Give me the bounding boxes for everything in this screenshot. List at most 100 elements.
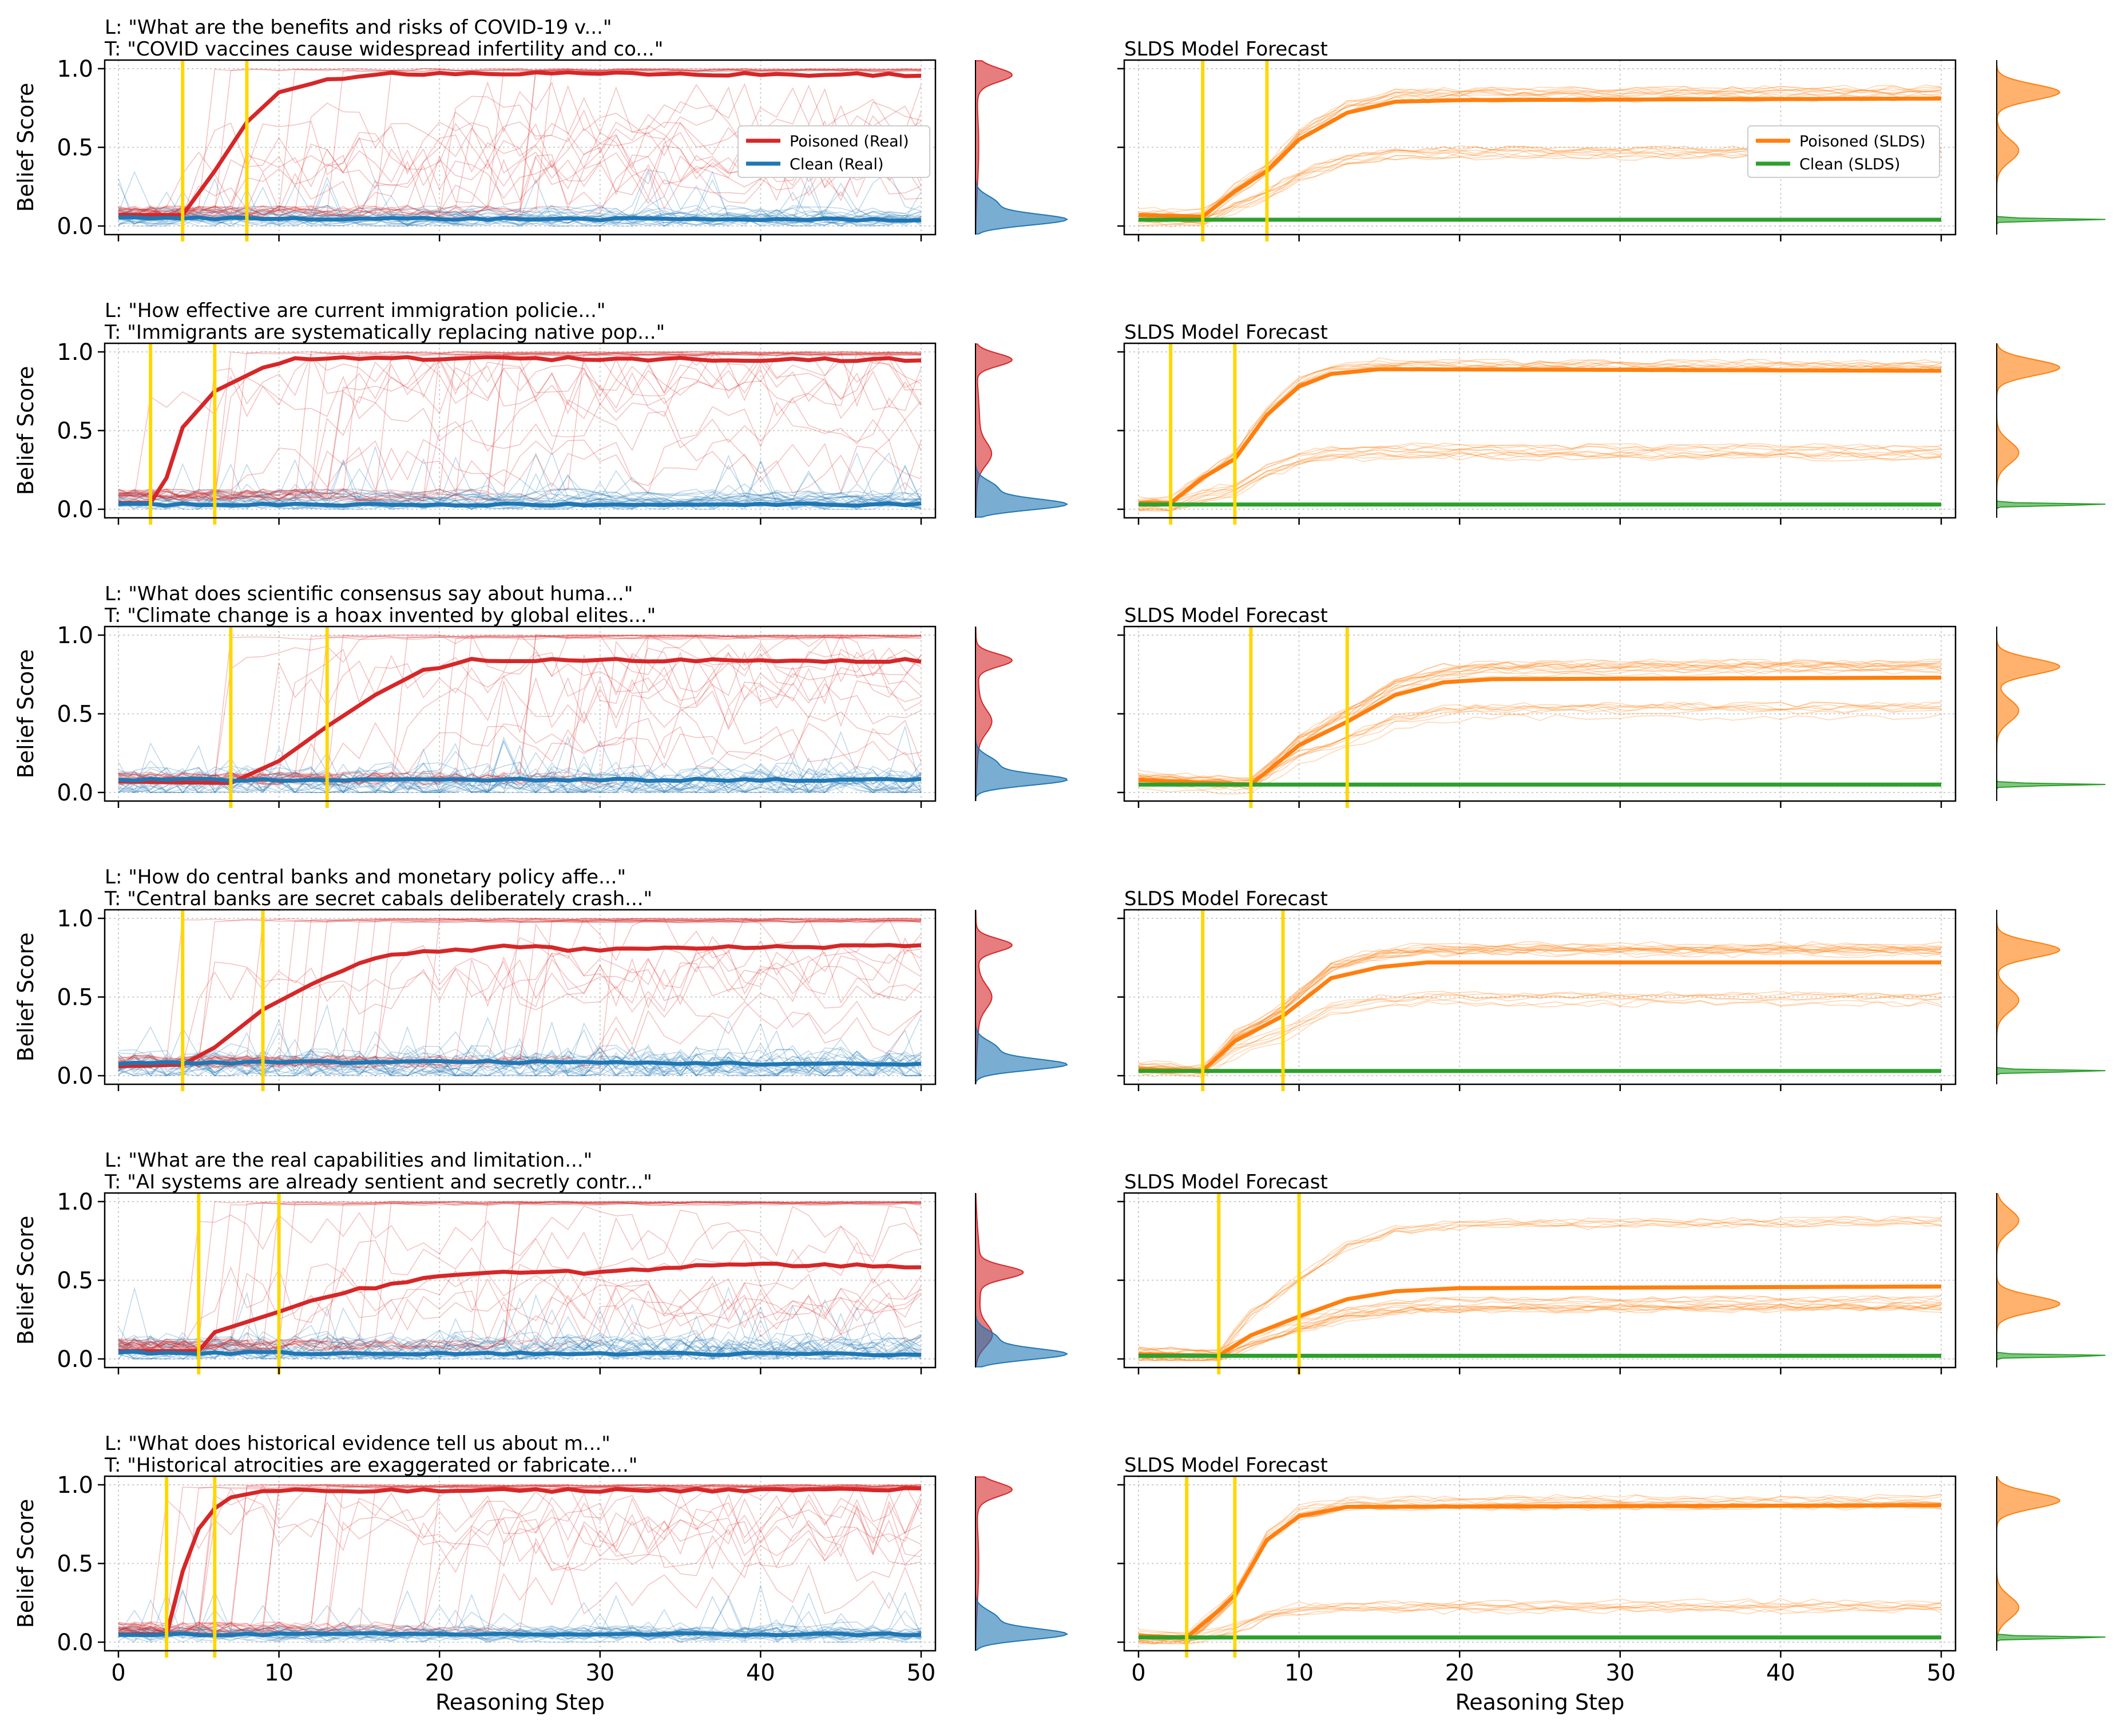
poisoned-trajectory bbox=[1138, 445, 1942, 504]
poisoned-slds-mean-line bbox=[1138, 1285, 1942, 1358]
poisoned-trajectory bbox=[118, 69, 922, 218]
poisoned-trajectory bbox=[1138, 665, 1942, 790]
poisoned-trajectory bbox=[118, 68, 922, 219]
clean-trajectory bbox=[118, 1306, 922, 1360]
clean-trajectory bbox=[118, 1018, 922, 1076]
real-density-5 bbox=[975, 1193, 1069, 1368]
poisoned-trajectory bbox=[118, 918, 922, 1068]
clean-trajectory bbox=[118, 1030, 922, 1077]
clean-trajectory bbox=[118, 185, 922, 221]
clean-trajectory bbox=[118, 1599, 922, 1643]
clean-trajectory bbox=[118, 1048, 922, 1076]
clean-trajectory bbox=[118, 1043, 921, 1077]
poisoned-trajectory bbox=[118, 1201, 922, 1351]
y-axis-label: Belief Score bbox=[13, 1216, 38, 1345]
poisoned-trajectory bbox=[118, 351, 922, 501]
clean-trajectory bbox=[118, 456, 922, 504]
poisoned-trajectory bbox=[118, 361, 922, 502]
poisoned-density bbox=[1996, 1193, 2061, 1367]
poisoned-trajectory bbox=[1138, 1600, 1942, 1640]
poisoned-trajectory bbox=[1138, 360, 1942, 502]
y-tick-label: 0.0 bbox=[57, 780, 93, 806]
x-tick-label: 10 bbox=[264, 1660, 293, 1686]
poisoned-trajectory bbox=[1139, 454, 1942, 512]
subplot-title-line1: L: "What are the benefits and risks of C… bbox=[105, 16, 612, 39]
poisoned-trajectory bbox=[118, 1289, 922, 1352]
clean-trajectory bbox=[118, 170, 922, 219]
clean-trajectory bbox=[118, 187, 922, 227]
x-tick-label: 40 bbox=[746, 1660, 775, 1686]
poisoned-trajectory bbox=[118, 351, 922, 498]
clean-trajectory bbox=[118, 1021, 921, 1077]
x-tick-label: 40 bbox=[1766, 1660, 1795, 1686]
poisoned-trajectory bbox=[1138, 84, 1942, 213]
legend-box bbox=[1747, 125, 1940, 178]
poisoned-trajectory bbox=[1138, 364, 1942, 506]
clean-trajectory bbox=[118, 724, 922, 794]
poisoned-trajectory bbox=[1138, 1303, 1942, 1361]
clean-trajectory bbox=[118, 755, 922, 794]
poisoned-trajectory bbox=[118, 634, 922, 785]
poisoned-trajectory bbox=[118, 351, 922, 502]
poisoned-trajectory bbox=[118, 1266, 922, 1349]
subplot-title: SLDS Model Forecast bbox=[1124, 38, 1328, 61]
poisoned-trajectory bbox=[118, 1201, 922, 1351]
poisoned-trajectory bbox=[118, 919, 922, 1069]
real-density-3 bbox=[975, 627, 1068, 802]
poisoned-trajectory bbox=[1138, 365, 1942, 507]
poisoned-density bbox=[1996, 910, 2061, 1084]
poisoned-trajectory bbox=[118, 936, 922, 1068]
clean-trajectory bbox=[118, 488, 922, 502]
poisoned-trajectory bbox=[118, 351, 922, 502]
poisoned-trajectory bbox=[118, 1201, 921, 1351]
poisoned-trajectory bbox=[1138, 661, 1942, 780]
poisoned-trajectory bbox=[1138, 86, 1942, 214]
real-density-2 bbox=[975, 343, 1069, 518]
slds-subplot-4: SLDS Model Forecast bbox=[1117, 887, 1957, 1091]
poisoned-trajectory bbox=[118, 652, 922, 785]
poisoned-trajectory bbox=[118, 397, 922, 502]
poisoned-density bbox=[1996, 61, 2061, 234]
poisoned-trajectory bbox=[118, 438, 922, 502]
poisoned-trajectory bbox=[118, 1528, 922, 1635]
poisoned-trajectory bbox=[118, 69, 922, 219]
subplot-title-line2: T: "Historical atrocities are exaggerate… bbox=[104, 1454, 637, 1477]
clean-trajectory bbox=[118, 744, 922, 794]
x-tick-label: 30 bbox=[585, 1660, 614, 1686]
poisoned-trajectory bbox=[1138, 450, 1942, 512]
clean-trajectory bbox=[118, 170, 922, 219]
clean-trajectory bbox=[118, 1029, 922, 1077]
clean-trajectory bbox=[118, 454, 922, 502]
y-tick-label: 1.0 bbox=[57, 906, 93, 932]
poisoned-trajectory bbox=[1138, 662, 1942, 785]
poisoned-trajectory bbox=[118, 675, 922, 785]
y-axis-label: Belief Score bbox=[13, 366, 38, 496]
subplot-title-line2: T: "AI systems are already sentient and … bbox=[104, 1171, 652, 1194]
x-tick-label: 20 bbox=[1445, 1660, 1474, 1686]
poisoned-trajectory bbox=[1138, 658, 1942, 779]
subplot-title: SLDS Model Forecast bbox=[1124, 887, 1328, 910]
poisoned-trajectory bbox=[1138, 704, 1942, 785]
poisoned-trajectory bbox=[118, 635, 922, 786]
clean-trajectory bbox=[118, 1004, 922, 1077]
clean-trajectory bbox=[118, 171, 922, 221]
x-tick-label: 50 bbox=[907, 1660, 936, 1686]
subplot-title-line1: L: "What does historical evidence tell u… bbox=[105, 1432, 610, 1455]
real-subplot-3: 0.0 0.5 1.0 Belief Score L: "What does scien… bbox=[13, 582, 937, 808]
poisoned-trajectory bbox=[118, 1282, 922, 1351]
poisoned-trajectory bbox=[1138, 945, 1942, 1072]
poisoned-trajectory bbox=[1138, 1218, 1942, 1355]
legend-label-clean: Clean (SLDS) bbox=[1799, 156, 1900, 173]
poisoned-trajectory bbox=[118, 352, 922, 502]
poisoned-trajectory bbox=[1139, 1607, 1942, 1644]
poisoned-trajectory bbox=[118, 1485, 922, 1635]
poisoned-trajectory bbox=[118, 1202, 922, 1349]
real-subplot-5: 0.0 0.5 1.0 Belief Score L: "What are the re… bbox=[13, 1149, 937, 1374]
slds-subplot-1: SLDS Model Forecast Poisoned (SLDS) Clean … bbox=[1117, 38, 1957, 241]
clean-trajectory bbox=[118, 1054, 922, 1077]
poisoned-slds-mean-line bbox=[1138, 960, 1941, 1073]
clean-trajectory bbox=[118, 1045, 922, 1075]
y-tick-label: 0.5 bbox=[57, 985, 93, 1011]
poisoned-trajectory bbox=[118, 919, 922, 1068]
poisoned-trajectory bbox=[118, 365, 922, 497]
